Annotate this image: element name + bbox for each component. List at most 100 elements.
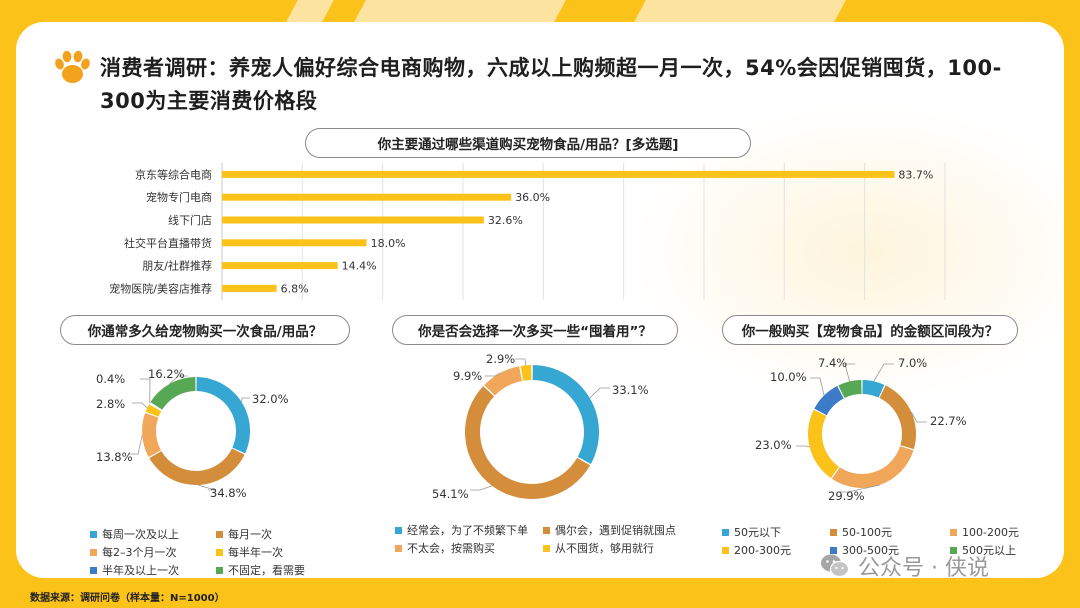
legend-swatch [830,546,837,554]
value-label: 32.6% [488,214,523,227]
bar [222,193,512,201]
legend-swatch [90,548,97,556]
legend-item: 不太会，按需购买 [395,540,543,556]
leader-line [796,445,810,448]
bar [222,170,895,178]
paw-icon [55,50,90,83]
donut-slice [150,377,196,410]
donut-slice [808,409,839,479]
legend-label: 每半年一次 [228,546,283,559]
category-label: 社交平台直播带货 [124,236,212,250]
page-title: 消费者调研：养宠人偏好综合电商购物，六成以上购频超一月一次，54%会因促销囤货，… [100,56,1002,113]
legend-item: 每2–3个月一次 [90,544,216,560]
bar [222,262,338,270]
bar-chart-title: 你主要通过哪些渠道购买宠物食品/用品？[多选题] [305,128,751,158]
value-label: 6.8% [281,282,309,295]
legend-swatch [216,548,223,556]
value-label: 9.9% [453,369,482,383]
leader-line [873,363,894,382]
value-label: 32.0% [252,392,289,406]
legend-item: 50元以下 [722,524,830,540]
legend-item: 半年及以上一次 [90,562,216,578]
value-label: 14.4% [342,260,377,273]
legend-item: 从不囤货，够用就行 [543,540,691,556]
value-label: 83.7% [898,168,933,181]
value-label: 22.7% [930,414,967,428]
legend-swatch [722,546,729,554]
value-label: 29.9% [828,489,865,503]
legend-swatch [395,544,402,552]
value-label: 0.4% [96,372,125,386]
value-label: 10.0% [770,370,807,384]
legend-item: 100-200元 [950,524,1030,540]
donut-slice [196,377,251,454]
donut1-legend: 每周一次及以上 每月一次 每2–3个月一次 每半年一次 半年及以上一次 不固定，… [90,526,326,578]
legend-swatch [950,546,957,554]
leader-line [140,378,151,404]
value-label: 33.1% [612,383,649,397]
legend-item: 每月一次 [216,526,326,542]
donut3-legend: 50元以下 50-100元 100-200元 200-300元 300-500元… [722,524,1030,558]
legend-label: 从不囤货，够用就行 [555,542,654,555]
legend-label: 经常会，为了不频繁下单 [407,524,528,537]
bar [222,239,367,247]
legend-label: 偶尔会，遇到促销就囤点 [555,524,676,537]
bar [222,284,277,292]
legend-swatch [830,528,837,536]
value-label: 2.9% [486,352,515,366]
category-label: 宠物医院/美容店推荐 [109,281,212,295]
legend-label: 不固定，看需要 [228,564,305,577]
legend-label: 每2–3个月一次 [102,546,177,559]
leader-line [838,484,880,493]
donut-slice [464,386,591,500]
legend-label: 300-500元 [842,544,899,557]
leader-line [169,375,188,385]
category-label: 线下门店 [168,213,212,227]
legend-swatch [950,528,957,536]
value-label: 54.1% [432,487,469,501]
value-label: 36.0% [515,191,550,204]
leader-line [844,363,855,382]
donut1-title: 你通常多久给宠物购买一次食品/用品？ [60,315,350,345]
donut2-legend: 经常会，为了不频繁下单 偶尔会，遇到促销就囤点 不太会，按需购买 从不囤货，够用… [395,522,691,556]
legend-label: 不太会，按需购买 [407,542,495,555]
donut-slice [142,412,161,458]
legend-item: 不固定，看需要 [216,562,326,578]
legend-label: 500元以上 [962,544,1016,557]
donut-slice [145,404,162,417]
legend-item: 50-100元 [830,524,950,540]
watermark-text: 公众号 · 侠说 [858,556,989,581]
category-label: 朋友/社群推荐 [142,259,212,273]
legend-label: 每月一次 [228,528,272,541]
data-source: 数据来源：调研问卷（样本量：N=1000） [30,593,225,604]
legend-item: 500元以上 [950,542,1030,558]
donut-slice [520,365,532,381]
legend-item: 每周一次及以上 [90,526,216,542]
category-label: 京东等综合电商 [135,167,212,181]
value-label: 7.0% [898,356,927,370]
value-label: 18.0% [371,237,406,250]
donut-slice [149,403,162,411]
leader-line [485,372,501,377]
donut-slice [838,380,862,399]
watermark: 公众号 · 侠说 [820,550,989,582]
leader-line [911,411,927,423]
donut-slice [484,366,522,396]
legend-label: 每周一次及以上 [102,528,179,541]
legend-swatch [90,530,97,538]
wechat-icon [821,554,850,578]
legend-swatch [722,528,729,536]
legend-label: 200-300元 [734,544,791,557]
leader-line [241,397,250,403]
value-label: 34.8% [210,486,247,500]
legend-label: 半年及以上一次 [102,564,179,577]
value-label: 16.2% [148,367,185,381]
value-label: 23.0% [755,438,792,452]
legend-item: 每半年一次 [216,544,326,560]
legend-item: 经常会，为了不频繁下单 [395,522,543,538]
leader-line [197,484,216,491]
bar [222,216,484,224]
leader-line [515,358,527,366]
